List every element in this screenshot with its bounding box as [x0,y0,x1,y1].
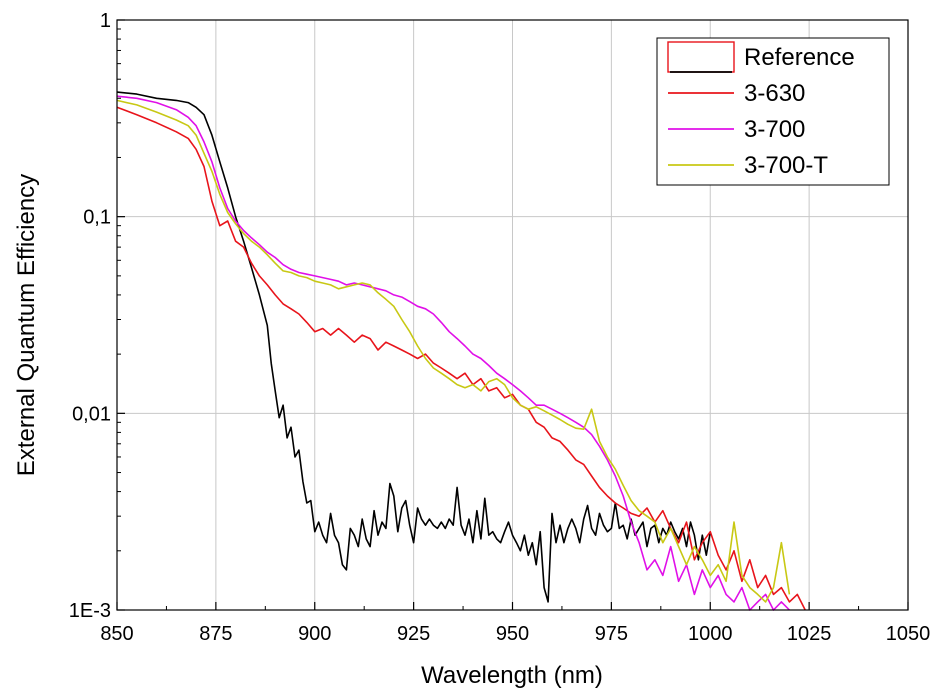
legend-label-3-700: 3-700 [744,116,805,143]
series-line-3-630 [116,106,806,611]
y-axis-title: External Quantum Efficiency [13,174,40,476]
x-tick-label: 925 [397,623,430,645]
x-tick-label: 1050 [886,623,931,645]
legend-label-reference: Reference [744,44,855,71]
x-tick-label: 1000 [688,623,733,645]
series-line-reference [116,91,712,603]
legend: Reference 3-630 3-700 3-700-T [656,37,890,186]
x-tick-label: 975 [595,623,628,645]
y-tick-label: 0,1 [83,207,111,229]
series-line-3-700-t [116,99,791,603]
x-tick-label: 850 [100,623,133,645]
legend-label-3-700-t: 3-700-T [744,152,828,179]
y-tick-label: 1E-3 [69,600,111,622]
ticks: 850 875 900 925 950 975 1000 1025 1050 1E-3 0,01 0,… [69,10,931,645]
series-line-3-700 [116,95,790,611]
y-tick-label: 0,01 [72,403,111,425]
legend-frame [656,37,890,186]
series-layer [116,91,806,611]
legend-label-3-630: 3-630 [744,80,805,107]
x-tick-label: 950 [496,623,529,645]
x-axis-title: Wavelength (nm) [421,662,603,689]
x-tick-label: 1025 [787,623,832,645]
y-tick-label: 1 [100,10,111,32]
x-tick-label: 900 [298,623,331,645]
x-tick-label: 875 [199,623,232,645]
